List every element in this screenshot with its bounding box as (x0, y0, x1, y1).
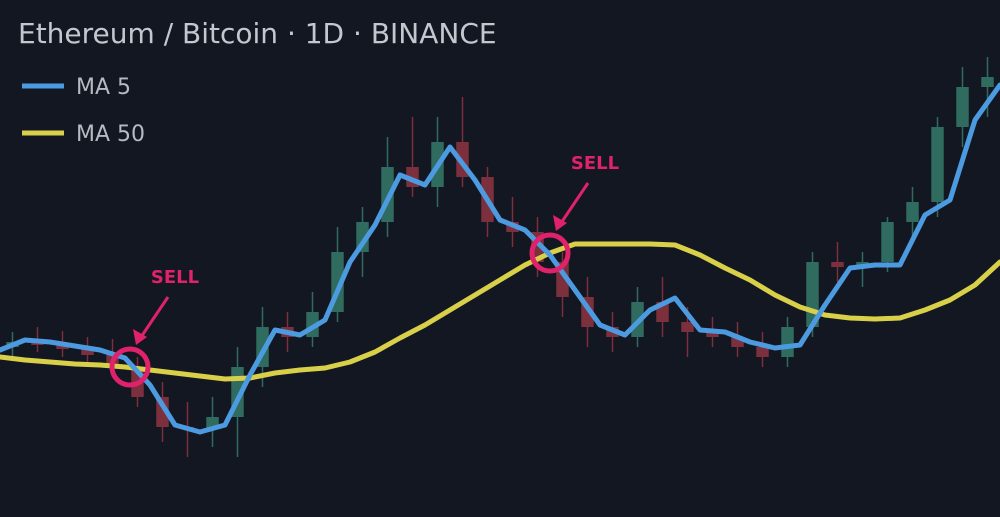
candle-body (981, 77, 994, 87)
annotation-label: SELL (151, 267, 199, 288)
candle-body (881, 222, 894, 262)
signal-circle (109, 346, 151, 388)
ma-line (0, 82, 1000, 435)
legend-label: MA 5 (76, 75, 131, 100)
candle-body (81, 349, 94, 355)
legend-label: MA 50 (76, 122, 145, 147)
candle-body (831, 262, 844, 267)
arrow-line (557, 182, 590, 227)
candle-body (756, 347, 769, 357)
candle-body (681, 322, 694, 332)
candle-body (56, 345, 69, 349)
ma-line (0, 241, 1000, 382)
plot-area (0, 57, 1000, 457)
candle-body (731, 337, 744, 347)
candle-body (706, 332, 719, 337)
chart-title: Ethereum / Bitcoin · 1D · BINANCE (18, 17, 497, 50)
candle-body (956, 87, 969, 127)
signal-circle (529, 232, 571, 274)
candle-body (931, 127, 944, 202)
arrow-head (133, 329, 147, 345)
arrow-line (137, 296, 170, 341)
candle-body (781, 327, 794, 357)
arrow-head (553, 215, 567, 231)
annotation-label: SELL (571, 153, 619, 174)
candle-body (906, 202, 919, 222)
